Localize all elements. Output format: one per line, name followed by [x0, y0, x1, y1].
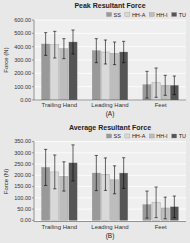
y-tick-label: 500.00 — [14, 30, 31, 36]
error-bar — [145, 191, 148, 218]
plot-background — [34, 20, 186, 100]
x-tick-label: Feet — [155, 224, 167, 230]
legend-swatch — [107, 13, 112, 17]
chart-panel: Average Resultant Force 0.00 50.00 100.00 15… — [3, 124, 186, 240]
legend-label: HH-I — [156, 12, 168, 18]
x-tick-label: Feet — [155, 102, 167, 108]
y-tick-label: 300.00 — [14, 57, 31, 63]
error-bar — [62, 162, 65, 191]
grid-line — [34, 141, 186, 142]
error-bar — [113, 166, 116, 194]
panel-label: (A) — [106, 110, 115, 118]
legend-label: SS — [114, 133, 122, 139]
error-bar — [71, 30, 74, 54]
y-axis-label: Force (N) — [3, 169, 9, 194]
legend-swatch — [172, 13, 177, 17]
y-tick-label: 350.00 — [14, 138, 31, 144]
y-tick-label: 0.00 — [20, 97, 31, 103]
y-axis-line — [34, 142, 35, 222]
error-bar — [53, 31, 56, 58]
error-bar — [71, 145, 74, 181]
legend-swatch — [149, 134, 154, 138]
y-tick-label: 50.00 — [17, 206, 31, 212]
x-axis-line — [34, 100, 186, 101]
y-tick-label: 200.00 — [14, 172, 31, 178]
error-bar — [173, 76, 176, 95]
plot-background — [34, 142, 186, 222]
chart-panel: Peak Resultant Force 0.00 100.00 200.00 300.… — [3, 2, 186, 118]
grid-line — [34, 164, 186, 165]
x-tick-label: Leading Hand — [91, 102, 128, 108]
legend: SS HH-A HH-I TU — [107, 133, 186, 139]
legend-swatch — [125, 13, 130, 17]
legend-label: TU — [179, 133, 186, 139]
error-bar — [155, 187, 158, 218]
x-tick-label: Trailing Hand — [42, 224, 77, 230]
error-bar — [145, 71, 148, 98]
y-tick-label: 100.00 — [14, 195, 31, 201]
y-tick-label: 300.00 — [14, 150, 31, 156]
error-bar — [95, 39, 98, 63]
error-bar — [122, 158, 125, 189]
legend-label: SS — [114, 12, 122, 18]
y-tick-label: 200.00 — [14, 70, 31, 76]
error-bar — [44, 149, 47, 185]
x-tick-label: Trailing Hand — [42, 102, 77, 108]
error-bar — [44, 33, 47, 56]
x-tick-label: Leading Hand — [91, 224, 128, 230]
plot-marks — [42, 145, 179, 220]
legend-label: TU — [179, 12, 186, 18]
legend-label: HH-A — [132, 12, 146, 18]
panel-label: (B) — [106, 232, 115, 240]
y-tick-label: 0.00 — [20, 217, 31, 223]
error-bar — [104, 158, 107, 190]
legend-swatch — [172, 134, 177, 138]
error-bar — [113, 42, 116, 65]
grid-line — [34, 33, 186, 34]
y-tick-label: 250.00 — [14, 161, 31, 167]
plot-marks — [42, 30, 179, 100]
chart-title: Average Resultant Force — [69, 124, 151, 132]
error-bar — [62, 39, 65, 59]
x-axis-line — [34, 221, 186, 222]
error-bar — [53, 155, 56, 189]
y-tick-label: 150.00 — [14, 183, 31, 189]
chart-title: Peak Resultant Force — [74, 2, 145, 9]
legend-swatch — [149, 13, 154, 17]
chart-canvas: Peak Resultant Force 0.00 100.00 200.00 300.… — [0, 0, 190, 243]
error-bar — [95, 155, 98, 190]
y-tick-label: 100.00 — [14, 84, 31, 90]
error-bar — [104, 40, 107, 64]
y-axis-line — [34, 20, 35, 100]
error-bar — [164, 75, 167, 95]
error-bar — [164, 197, 167, 219]
y-tick-label: 400.00 — [14, 44, 31, 50]
y-tick-label: 600.00 — [14, 17, 31, 23]
y-axis-label: Force (N) — [3, 47, 9, 72]
error-bar — [155, 68, 158, 97]
grid-line — [34, 152, 186, 153]
legend: SS HH-A HH-I TU — [107, 12, 186, 18]
error-bar — [122, 41, 125, 62]
legend-label: HH-A — [132, 133, 146, 139]
error-bar — [173, 196, 176, 218]
legend-swatch — [107, 134, 112, 138]
legend-swatch — [125, 134, 130, 138]
grid-line — [34, 20, 186, 21]
legend-label: HH-I — [156, 133, 168, 139]
